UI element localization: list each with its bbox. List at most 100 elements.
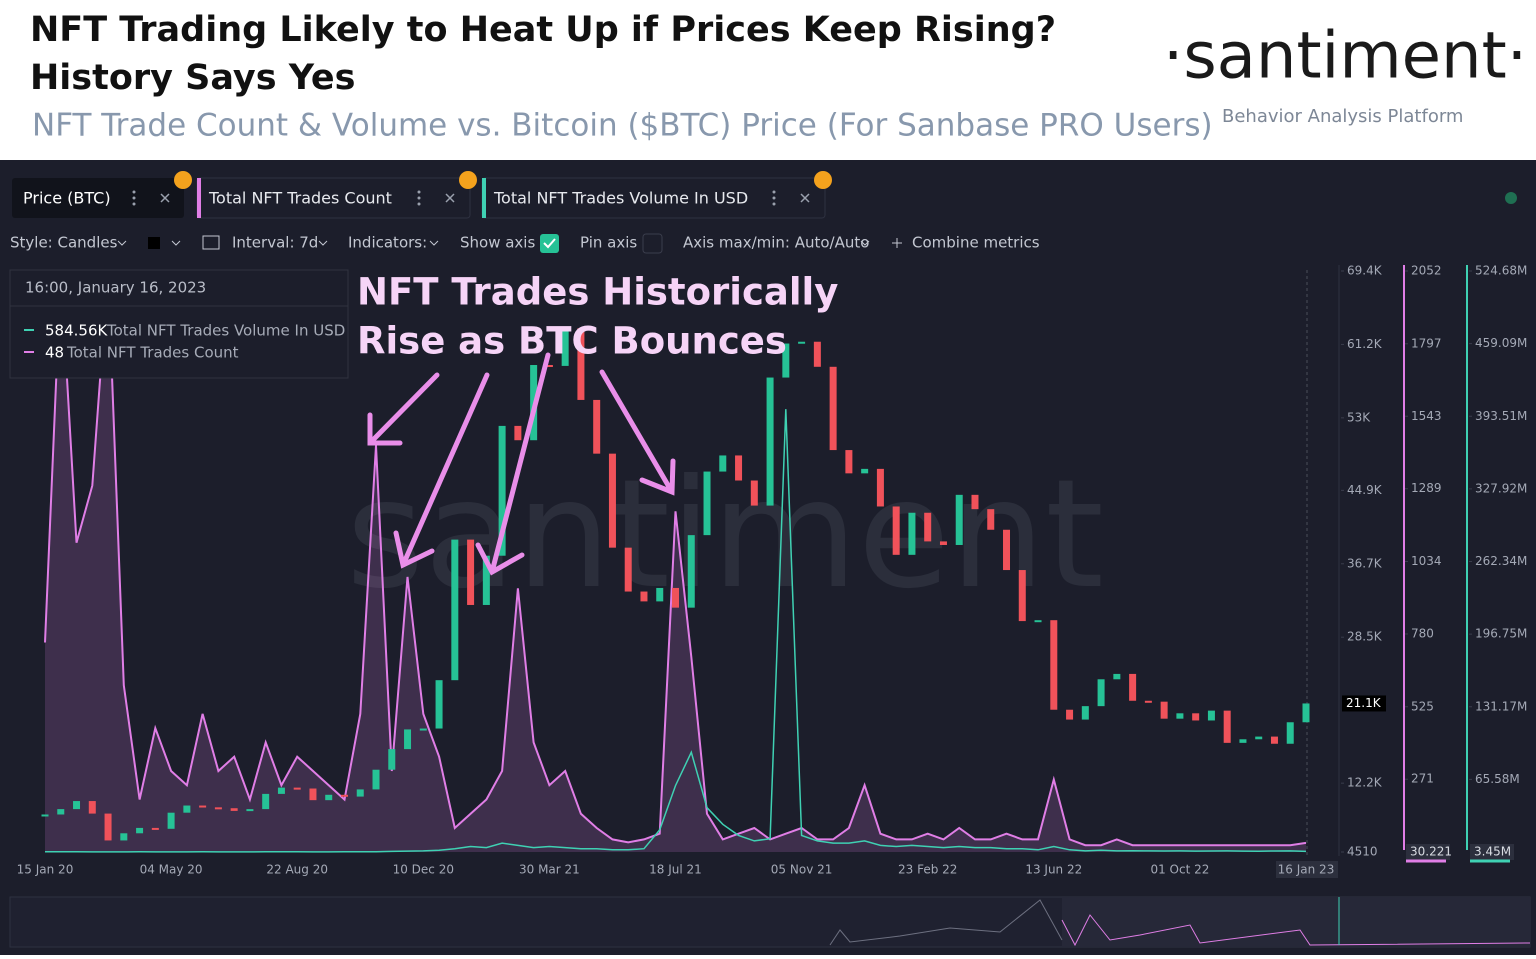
candle xyxy=(719,455,727,472)
tooltip-value: 584.56K xyxy=(45,322,108,340)
candle xyxy=(1066,709,1074,720)
candle xyxy=(593,399,601,454)
candle xyxy=(703,471,711,536)
subtitle: NFT Trade Count & Volume vs. Bitcoin ($B… xyxy=(32,108,1213,144)
candle xyxy=(388,749,396,770)
candle xyxy=(451,539,459,681)
navigator-window[interactable] xyxy=(1062,897,1530,947)
x-tick-label: 15 Jan 20 xyxy=(17,863,74,877)
axis-maxmin[interactable]: Axis max/min: Auto/Auto xyxy=(683,234,869,252)
candle xyxy=(608,453,616,548)
close-icons[interactable] xyxy=(160,193,810,203)
candle xyxy=(435,680,443,729)
pin-axis[interactable]: Pin axis xyxy=(580,234,637,252)
candle xyxy=(766,377,774,506)
y-tick-label: 393.51M xyxy=(1475,409,1527,423)
y-tick-label: 61.2K xyxy=(1347,337,1383,351)
last-value-label: 30.221 xyxy=(1410,845,1452,859)
header-bg xyxy=(0,0,1536,160)
color-select[interactable] xyxy=(148,237,160,249)
candle xyxy=(214,807,222,810)
candle xyxy=(57,809,65,815)
menu-icons[interactable] xyxy=(132,190,776,206)
navigator-line xyxy=(1061,914,1531,947)
candle xyxy=(467,539,475,605)
candle xyxy=(356,789,364,797)
tooltip xyxy=(9,269,349,379)
candle xyxy=(514,425,522,441)
candle xyxy=(309,788,317,801)
y-tick-label: 36.7K xyxy=(1347,556,1383,570)
y-tick-label: 12.2K xyxy=(1347,776,1383,790)
candle xyxy=(987,509,995,530)
tooltip-name: Total NFT Trades Volume In USD xyxy=(106,322,345,340)
candle xyxy=(861,468,869,474)
candle xyxy=(120,833,128,841)
candle xyxy=(340,794,348,797)
indicators-select[interactable]: Indicators: xyxy=(348,234,427,252)
candle xyxy=(88,801,96,814)
candle xyxy=(939,541,947,545)
x-tick-highlight xyxy=(1276,861,1338,878)
y-tick-label: 1797 xyxy=(1411,336,1442,350)
candle xyxy=(151,827,159,830)
y-tick-label: 131.17M xyxy=(1475,699,1527,713)
candle xyxy=(1207,710,1215,721)
candle xyxy=(561,328,569,366)
candle xyxy=(73,801,81,810)
tab-label[interactable]: Price (BTC) xyxy=(23,189,111,208)
line xyxy=(44,409,1307,853)
status-dot xyxy=(1505,192,1517,204)
candle xyxy=(672,587,679,608)
candle xyxy=(183,805,191,813)
candle xyxy=(104,813,112,841)
tooltip-title: 16:00, January 16, 2023 xyxy=(25,279,206,297)
show-axis[interactable]: Show axis xyxy=(460,234,535,252)
combine-metrics[interactable]: Combine metrics xyxy=(912,234,1040,252)
area-fill xyxy=(45,271,1306,852)
candle xyxy=(656,587,664,602)
candle xyxy=(908,512,916,555)
annotation-arrows xyxy=(367,352,676,576)
interval-select[interactable]: Interval: 7d xyxy=(232,234,318,252)
check xyxy=(543,238,556,249)
x-tick-label: 13 Jun 22 xyxy=(1025,863,1082,877)
checkbox[interactable] xyxy=(540,234,559,253)
candle xyxy=(1050,620,1058,710)
candle xyxy=(277,787,285,794)
y-tick-label: 327.92M xyxy=(1475,481,1527,495)
candle xyxy=(1081,706,1089,720)
last-value-box xyxy=(1342,695,1386,712)
y-tick-label: 53K xyxy=(1347,410,1371,424)
candle xyxy=(955,494,963,545)
y-tick-label: 780 xyxy=(1411,626,1434,640)
tab-label[interactable]: Total NFT Trades Volume In USD xyxy=(493,189,748,208)
annotation: Rise as BTC Bounces xyxy=(357,320,787,363)
checkbox[interactable] xyxy=(642,233,663,254)
candle xyxy=(1192,713,1200,721)
candle xyxy=(798,341,806,344)
y-tick-label: 69.4K xyxy=(1347,264,1383,278)
candle xyxy=(262,793,270,810)
candle xyxy=(1018,570,1026,622)
style-select[interactable]: Style: Candles xyxy=(10,234,118,252)
candle xyxy=(41,814,49,817)
candle xyxy=(735,455,743,481)
candle xyxy=(1255,736,1263,740)
coin-badges xyxy=(174,171,832,189)
candle xyxy=(325,794,333,801)
tab-label[interactable]: Total NFT Trades Count xyxy=(208,189,392,208)
brand-tagline: Behavior Analysis Platform xyxy=(1222,106,1463,127)
y-tick-label: 44.9K xyxy=(1347,483,1383,497)
candle xyxy=(845,450,853,474)
candle xyxy=(1223,710,1231,743)
tab-color xyxy=(197,178,201,218)
annotation: NFT Trades Historically xyxy=(357,271,838,314)
x-tick-label: 23 Feb 22 xyxy=(898,863,957,877)
candle xyxy=(1097,679,1105,707)
tab[interactable] xyxy=(12,178,184,218)
plus-icon xyxy=(892,238,902,248)
last-value-box xyxy=(1470,844,1514,860)
candle xyxy=(876,468,884,507)
title: NFT Trading Likely to Heat Up if Prices … xyxy=(30,10,1056,50)
